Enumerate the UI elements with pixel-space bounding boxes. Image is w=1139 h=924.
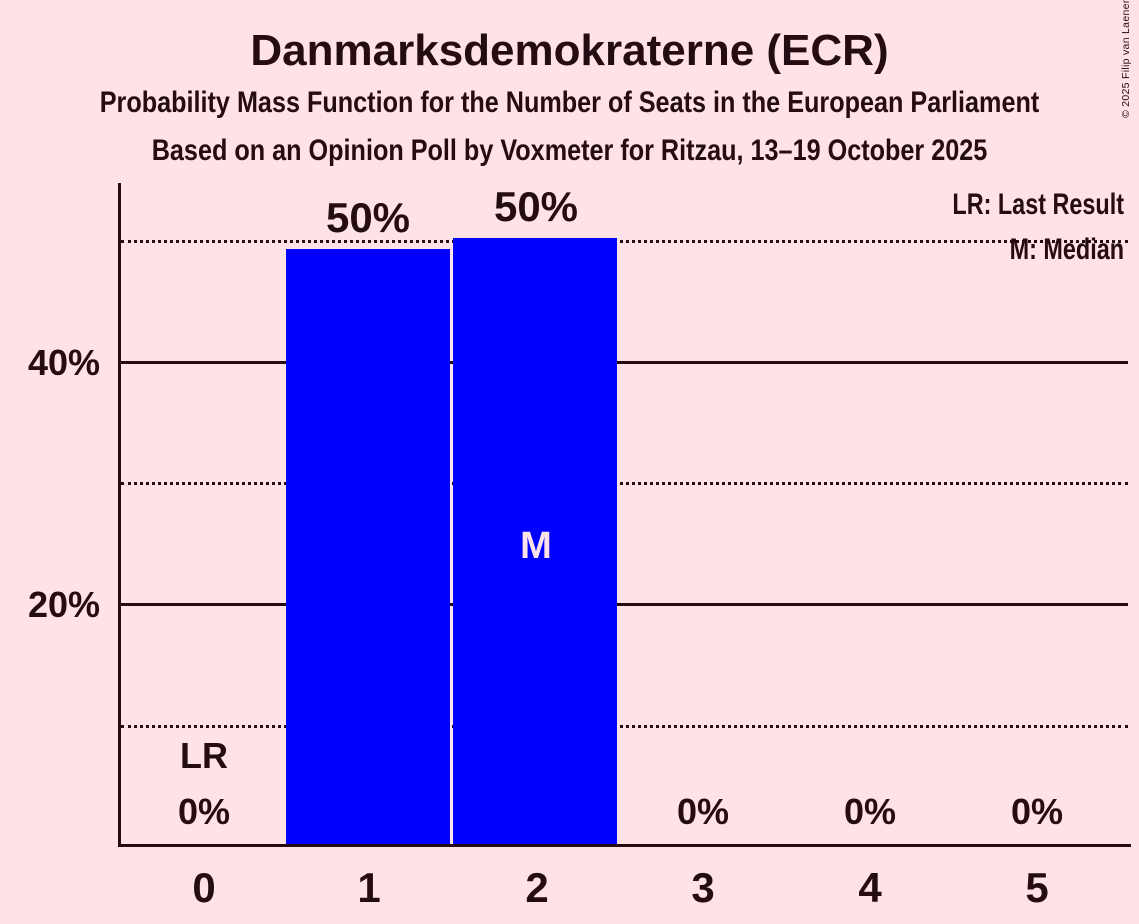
gridline-20pct xyxy=(121,603,1128,606)
y-axis xyxy=(118,183,121,847)
bar-label-seat-1: 50% xyxy=(325,194,411,241)
y-tick-label-20: 20% xyxy=(27,584,100,625)
x-tick-label-1: 1 xyxy=(357,864,381,911)
gridline-40pct xyxy=(121,361,1128,364)
median-marker: M xyxy=(520,525,552,567)
legend-median-entry: M: Median xyxy=(1009,233,1124,266)
zero-label-seat-0: 0% xyxy=(177,791,231,832)
copyright-note: © 2025 Filip van Laenen xyxy=(1120,0,1132,118)
legend: LR: Last Result M: Median xyxy=(952,182,1124,272)
zero-label-seat-4: 0% xyxy=(843,791,897,832)
y-tick-label-40: 40% xyxy=(27,342,100,383)
x-tick-label-5: 5 xyxy=(1025,864,1049,911)
chart-title: Danmarksdemokraterne (ECR) xyxy=(250,26,889,75)
x-tick-label-2: 2 xyxy=(525,864,549,911)
x-axis xyxy=(118,844,1131,847)
bar-label-seat-2: 50% xyxy=(493,183,579,230)
last-result-marker: LR xyxy=(180,735,228,776)
bar-seat-2 xyxy=(453,238,617,846)
x-tick-label-3: 3 xyxy=(691,864,715,911)
bar-seat-1 xyxy=(286,249,450,846)
zero-label-seat-3: 0% xyxy=(676,791,730,832)
gridline-50pct xyxy=(121,240,1128,243)
chart-subtitle: Probability Mass Function for the Number… xyxy=(99,86,1040,119)
x-tick-label-0: 0 xyxy=(192,864,216,911)
x-tick-label-4: 4 xyxy=(858,864,882,911)
gridline-30pct xyxy=(121,482,1128,485)
zero-label-seat-5: 0% xyxy=(1010,791,1064,832)
legend-lr-entry: LR: Last Result xyxy=(952,188,1124,221)
gridline-10pct xyxy=(121,725,1128,728)
chart-poll-subtitle: Based on an Opinion Poll by Voxmeter for… xyxy=(151,134,988,167)
